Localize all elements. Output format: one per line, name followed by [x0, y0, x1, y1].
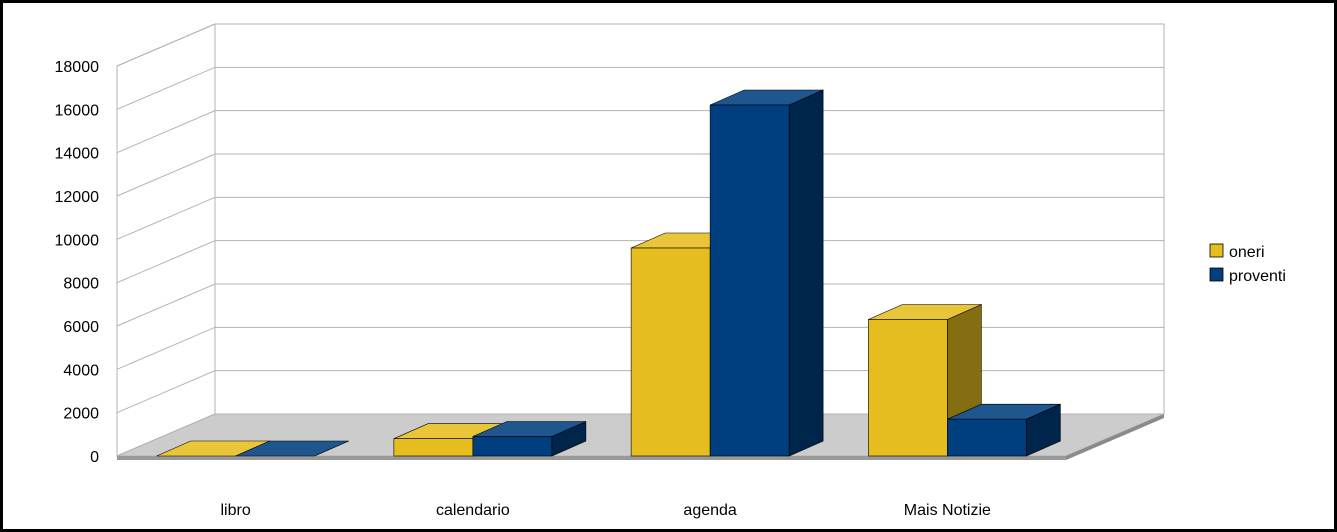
floor-side-edge: [1066, 414, 1164, 460]
grid-line: [116, 66, 1164, 110]
y-tick-label: 14000: [55, 146, 100, 163]
y-tick-label: 6000: [63, 319, 99, 336]
bar-front-face: [868, 319, 948, 457]
y-tick-label: 10000: [55, 232, 100, 249]
legend: oneri proventi: [1209, 243, 1286, 285]
bar-front-face: [393, 438, 474, 457]
x-category-label: calendario: [436, 502, 510, 519]
y-tick-label: 18000: [55, 59, 100, 76]
bar-side-face: [788, 89, 824, 457]
grid-line: [116, 196, 1164, 240]
x-category-label: agenda: [683, 502, 736, 519]
bar-top-face: [235, 440, 349, 457]
grid-line: [116, 110, 1164, 154]
bar-proventi-agenda: [709, 89, 824, 457]
x-axis-category-labels: libro calendario agenda Mais Notizie: [221, 502, 992, 519]
floor-front-edge: [117, 456, 1066, 460]
y-tick-label: 12000: [55, 189, 100, 206]
y-tick-label: 0: [90, 449, 99, 466]
grid-line: [116, 153, 1164, 197]
bar-proventi-calendario: [472, 421, 587, 457]
bar-front-face: [630, 247, 711, 457]
grid-line: [116, 283, 1164, 327]
legend-swatch: [1209, 267, 1224, 282]
y-tick-label: 8000: [63, 276, 99, 293]
y-tick-label: 4000: [63, 362, 99, 379]
bars: [156, 89, 1061, 457]
bar-proventi-libro: [235, 440, 349, 457]
bar-chart-3d: 0 2000 4000 6000 8000 10000 12000 14000 16000 180…: [55, 23, 1286, 519]
legend-label: proventi: [1229, 268, 1286, 285]
legend-swatch: [1209, 243, 1224, 258]
bar-front-face: [947, 418, 1027, 457]
grid-line: [116, 326, 1164, 370]
bar-front-face: [709, 104, 790, 457]
x-category-label: libro: [221, 502, 251, 519]
x-category-label: Mais Notizie: [904, 502, 991, 519]
y-tick-label: 16000: [55, 102, 100, 119]
y-axis-tick-labels: 0 2000 4000 6000 8000 10000 12000 14000 16000 180…: [55, 59, 100, 466]
bar-proventi-mais-notizie: [947, 403, 1061, 457]
y-tick-label: 2000: [63, 406, 99, 423]
bar-front-face: [472, 436, 553, 457]
grid-line: [116, 23, 1164, 67]
legend-label: oneri: [1229, 244, 1265, 261]
grid-line: [116, 240, 1164, 284]
grid-line: [116, 370, 1164, 414]
